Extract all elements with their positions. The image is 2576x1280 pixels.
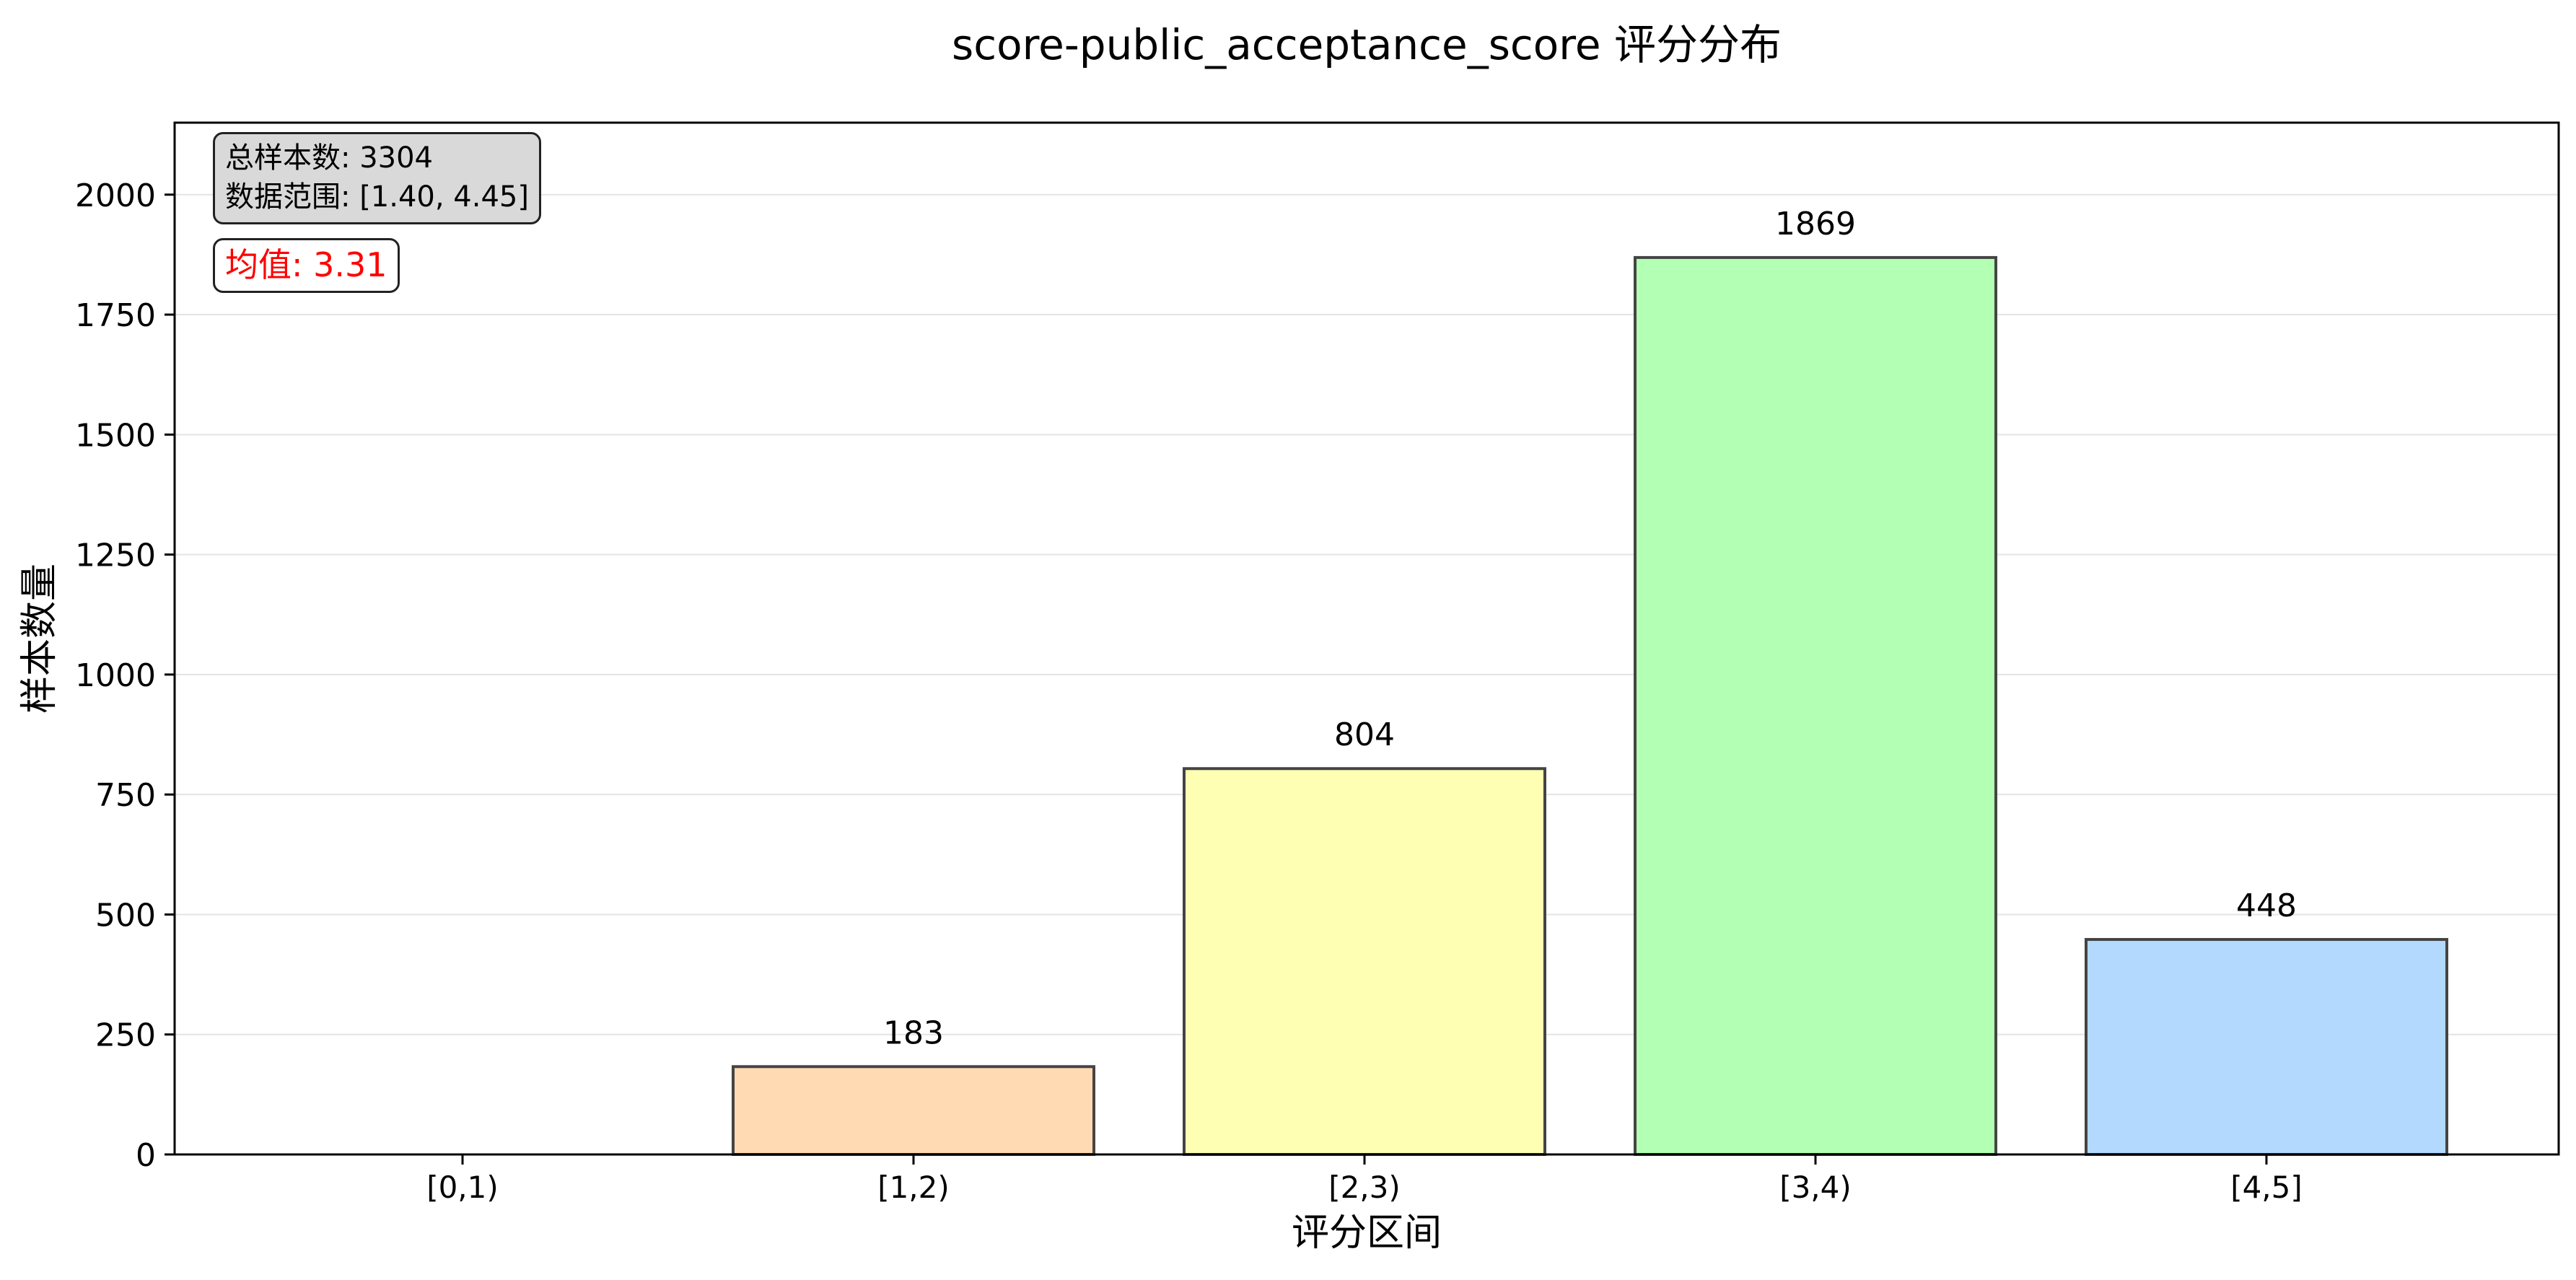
y-tick-label: 1000	[75, 657, 156, 694]
total-samples-text: 总样本数: 3304	[225, 141, 433, 175]
mean-annotation-box: 均值: 3.31	[213, 238, 400, 293]
bar	[1183, 767, 1546, 1156]
x-tick-label: [2,3)	[1328, 1170, 1401, 1205]
y-tick-label: 250	[95, 1017, 156, 1054]
y-tick-label: 1750	[75, 297, 156, 334]
bar-value-label: 1869	[1775, 206, 1856, 242]
y-tick-label: 0	[136, 1137, 156, 1174]
x-tick-label: [1,2)	[877, 1170, 950, 1205]
chart-title: score-public_acceptance_score 评分分布	[952, 20, 1782, 69]
stats-annotation-box: 总样本数: 3304 数据范围: [1.40, 4.45]	[213, 132, 541, 224]
bar-value-label: 183	[883, 1014, 944, 1051]
bar	[1634, 255, 1997, 1156]
y-axis-ticks: 0 250 500 750 1000 1250 1500 1750 2000	[75, 177, 175, 1174]
y-tick-label: 1500	[75, 417, 156, 454]
x-tick-label: [0,1)	[426, 1170, 499, 1205]
bars: 183 804 1869 448	[732, 206, 2448, 1157]
y-tick-label: 2000	[75, 177, 156, 214]
bar-value-label: 448	[2236, 887, 2297, 924]
bar-value-label: 804	[1334, 716, 1395, 753]
x-tick-label: [3,4)	[1779, 1170, 1852, 1205]
x-tick-label: [4,5]	[2230, 1170, 2303, 1205]
bar	[732, 1065, 1095, 1156]
plot-frame	[173, 121, 2560, 1156]
data-range-text: 数据范围: [1.40, 4.45]	[225, 180, 529, 214]
y-tick-label: 1250	[75, 538, 156, 574]
mean-text: 均值: 3.31	[225, 245, 387, 284]
y-axis-label: 样本数量	[18, 564, 61, 714]
x-axis-ticks: [0,1) [1,2) [2,3) [3,4) [4,5]	[426, 1154, 2303, 1205]
y-tick-label: 750	[95, 777, 156, 814]
bar	[2085, 938, 2448, 1157]
y-tick-label: 500	[95, 897, 156, 934]
x-axis-label: 评分区间	[1292, 1211, 1442, 1255]
